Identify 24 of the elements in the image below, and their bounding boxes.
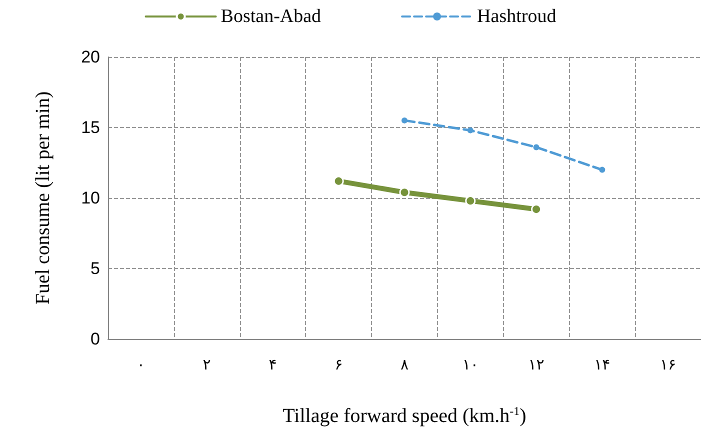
y-tick-label: 0 (90, 330, 100, 348)
point (465, 196, 476, 206)
x-tick-label: ۰ (136, 356, 145, 374)
y-axis-title: Fuel consume (lit per min) (32, 91, 54, 305)
y-tick-label: 15 (81, 118, 100, 137)
legend-label: Bostan-Abad (220, 6, 322, 27)
x-tick-label: ۶ (334, 356, 343, 374)
x-tick-label: ۱۴ (594, 356, 610, 374)
y-tick-label: 20 (81, 48, 100, 66)
y-tick-label: 5 (90, 259, 100, 278)
point (599, 166, 606, 173)
x-tick-label: ۲ (202, 356, 211, 374)
x-tick-label: ۱۲ (528, 356, 544, 374)
x-tick-label: ۱۰ (462, 356, 478, 374)
point (399, 187, 410, 198)
point (402, 117, 408, 124)
legend-label: Hashtroud (477, 6, 557, 27)
x-tick-label: ۴ (268, 356, 277, 374)
x-tick-label: ۱۶ (660, 356, 676, 374)
point (467, 127, 474, 134)
y-tick-label: 10 (81, 188, 100, 208)
point (333, 176, 344, 186)
point (533, 144, 540, 150)
x-tick-label: ۸ (400, 356, 409, 374)
